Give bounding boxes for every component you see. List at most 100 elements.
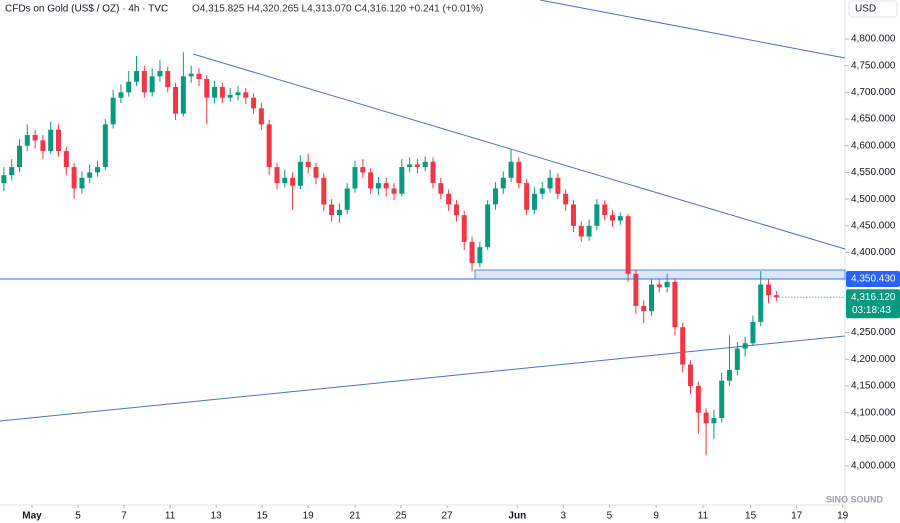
y-tick-label: 4,050.000 xyxy=(851,434,896,445)
x-tick-label: Jun xyxy=(508,511,526,522)
candle-body xyxy=(719,380,725,418)
y-tick-label: 4,400.000 xyxy=(851,247,896,258)
candle-body xyxy=(531,193,537,210)
x-tick-label: 21 xyxy=(349,511,361,522)
x-tick-label: 5 xyxy=(607,511,613,522)
candle-body xyxy=(141,70,147,93)
candle-body xyxy=(469,241,475,264)
candle-body xyxy=(282,177,288,184)
x-tick-label: 5 xyxy=(75,511,81,522)
last-price-box xyxy=(846,289,900,319)
candle-body xyxy=(212,87,218,98)
candle-body xyxy=(649,284,655,312)
chart-title: CFDs on Gold (US$ / OZ) · 4h · TVC xyxy=(5,4,168,15)
x-tick-label: 7 xyxy=(121,511,127,522)
candle-body xyxy=(688,364,694,386)
candle-body xyxy=(173,87,179,114)
candle-body xyxy=(524,183,530,210)
level-label-box xyxy=(846,270,900,287)
trend-line xyxy=(192,53,846,250)
candle-body xyxy=(329,204,335,216)
watermark: SINO SOUND xyxy=(826,494,884,504)
candle-body xyxy=(17,145,23,168)
candle-body xyxy=(180,76,186,114)
candle-body xyxy=(56,129,62,152)
candle-body xyxy=(227,95,233,98)
y-tick-label: 4,750.000 xyxy=(851,60,896,71)
candle-body xyxy=(438,183,444,194)
candle-body xyxy=(235,92,241,96)
candle-body xyxy=(578,225,584,237)
candle-body xyxy=(165,70,171,88)
y-tick-label: 4,650.000 xyxy=(851,114,896,125)
candle-body xyxy=(407,164,413,168)
x-tick-label: May xyxy=(22,511,42,522)
candle-body xyxy=(586,225,592,237)
candle-body xyxy=(727,369,733,381)
candle-body xyxy=(118,92,124,98)
zone xyxy=(474,269,846,280)
candle-body xyxy=(126,81,132,93)
candle-body xyxy=(500,177,506,189)
currency-box[interactable] xyxy=(848,0,898,18)
candle-body xyxy=(391,188,397,194)
x-tick-label: 15 xyxy=(257,511,269,522)
y-tick-label: 4,100.000 xyxy=(851,407,896,418)
candle-body xyxy=(274,167,280,184)
candle-body xyxy=(711,417,717,424)
trend-line xyxy=(539,0,846,59)
x-tick-label: 11 xyxy=(698,511,709,522)
x-tick-label: 27 xyxy=(442,511,454,522)
currency[interactable]: USD xyxy=(855,4,876,15)
y-tick-label: 4,500.000 xyxy=(851,194,896,205)
candle-body xyxy=(742,343,748,349)
candle-body xyxy=(188,73,194,77)
candle-body xyxy=(40,140,46,152)
y-tick-label: 4,600.000 xyxy=(851,140,896,151)
candle-body xyxy=(563,193,569,205)
y-tick-label: 4,000.000 xyxy=(851,461,896,472)
candle-body xyxy=(570,204,576,226)
x-tick-label: 17 xyxy=(791,511,803,522)
candle-body xyxy=(110,97,116,125)
candle-body xyxy=(251,97,257,109)
candle-body xyxy=(602,204,608,216)
candle-body xyxy=(360,167,366,173)
candle-body xyxy=(695,385,701,413)
candle-body xyxy=(430,161,436,184)
candle-body xyxy=(766,284,772,296)
candle-body xyxy=(625,216,631,274)
x-tick-label: 9 xyxy=(653,511,659,522)
candle-body xyxy=(734,348,740,370)
candle-body xyxy=(321,177,327,205)
candle-body xyxy=(383,183,389,189)
candle-body xyxy=(594,204,600,226)
candle-body xyxy=(414,164,420,168)
candle-body xyxy=(87,172,93,178)
y-tick-label: 4,450.000 xyxy=(851,220,896,231)
candle-body xyxy=(102,124,108,168)
candle-body xyxy=(617,216,623,221)
y-tick-label: 4,200.000 xyxy=(851,354,896,365)
y-tick-label: 4,700.000 xyxy=(851,87,896,98)
level-label: 4,350.430 xyxy=(851,274,896,285)
candle-body xyxy=(71,167,77,189)
last-price-label: 4,316.120 xyxy=(851,292,896,303)
candle-body xyxy=(24,135,30,146)
trend-line xyxy=(0,335,846,422)
candle-body xyxy=(492,188,498,205)
candle-body xyxy=(297,161,303,186)
candle-body xyxy=(336,209,342,216)
candle-body xyxy=(149,76,155,93)
candle-body xyxy=(32,135,38,141)
candle-body xyxy=(773,295,779,298)
x-tick-label: 11 xyxy=(165,511,176,522)
candle-body xyxy=(672,281,678,328)
ohlc-legend: O4,315.825 H4,320.265 L4,313.070 C4,316.… xyxy=(192,4,483,15)
candle-body xyxy=(196,73,202,80)
x-tick-label: 19 xyxy=(303,511,315,522)
candle-body xyxy=(375,183,381,189)
candle-body xyxy=(266,124,272,168)
